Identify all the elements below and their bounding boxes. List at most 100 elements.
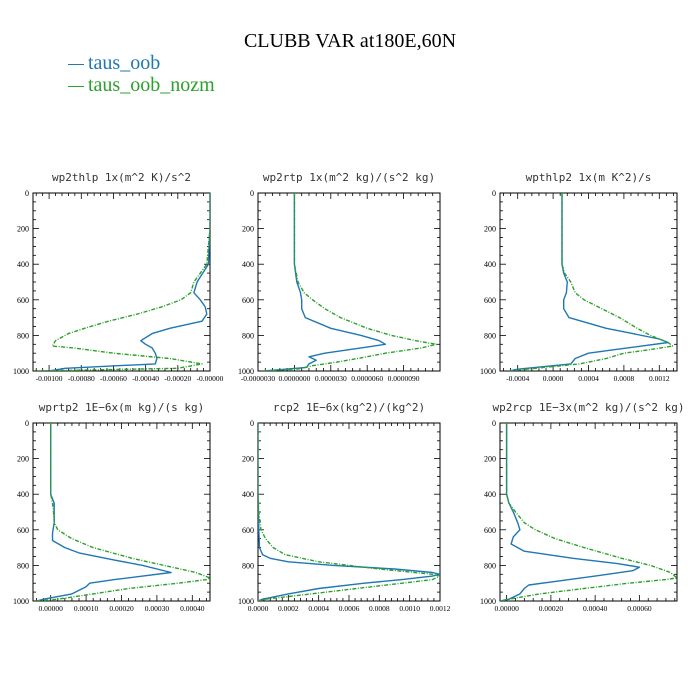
x-tick-label: 0.00060 [627,604,652,613]
y-tick-label: 200 [17,225,29,234]
x-tick-label: -0.00000 [197,374,224,383]
y-tick-label: 1000 [480,367,496,376]
chart-panel-2: wp2rtp 1x(m^2 kg)/(s^2 kg) 0 200 400 600 800 1… [238,171,441,383]
x-tick-label: 0.00040 [180,604,205,613]
y-tick-label: 0 [25,189,29,198]
y-tick-label: 1000 [13,597,29,606]
plot-frame [32,192,211,372]
series-line-taus-oob-nozm [258,423,440,601]
x-tick-label: -0.00020 [164,374,191,383]
x-tick-label: 0.0004 [578,374,599,383]
chart-panel-1: wp2thlp 1x(m^2 K)/s^2 0 200 400 600 800 1000 -0… [13,171,224,383]
x-tick-label: -0.00080 [68,374,95,383]
x-tick-label: -0.00040 [132,374,159,383]
y-tick-label: 0 [25,419,29,428]
chart-panel-5: rcp2 1E−6x(kg^2)/(kg^2) 0 200 400 600 800 1000… [238,401,451,613]
series-line-taus-oob [36,423,172,601]
x-tick-label: -0.0000030 [241,374,276,383]
series-line-taus-oob-nozm [500,423,677,601]
legend-swatch [68,85,84,87]
x-tick-label: 0.0000030 [315,374,347,383]
chart-panel-3: wpthlp2 1x(m K^2)/s 0 200 400 600 800 1000 -0.0… [480,171,678,383]
y-tick-label: 600 [242,526,254,535]
y-tick-label: 800 [484,561,496,570]
legend-label: taus_oob_nozm [88,74,215,96]
chart-panel-4: wprtp2 1E−6x(m kg)/(s kg) 0 200 400 600 800 10… [13,401,211,613]
legend-swatch [68,63,84,65]
x-tick-label: 0.00000 [494,604,519,613]
figure-title: CLUBB VAR at180E,60N [243,30,457,52]
y-tick-label: 800 [17,561,29,570]
x-tick-label: -0.00100 [36,374,63,383]
y-tick-label: 400 [484,490,496,499]
series-line-taus-oob [48,193,210,371]
y-tick-label: 600 [242,296,254,305]
y-tick-label: 400 [17,260,29,269]
y-tick-label: 200 [17,455,29,464]
plot-frame [32,422,211,602]
x-tick-label: -0.00060 [100,374,127,383]
y-tick-label: 600 [17,296,29,305]
chart-title: wp2rtp 1x(m^2 kg)/(s^2 kg) [263,171,435,184]
x-tick-label: 0.0002 [278,604,299,613]
legend-item-taus-oob-nozm: taus_oob_nozm [68,74,215,97]
x-tick-label: 0.0000090 [388,374,420,383]
x-tick-label: 0.0004 [308,604,329,613]
series-line-taus-oob [258,423,440,601]
series-line-taus-oob [264,193,387,371]
plot-frame [499,422,678,602]
x-tick-label: 0.00020 [109,604,134,613]
x-tick-label: 0.00020 [539,604,564,613]
y-tick-label: 0 [492,419,496,428]
y-tick-label: 200 [242,455,254,464]
x-tick-label: 0.0012 [649,374,670,383]
plot-frame [257,192,441,372]
chart-title: wprtp2 1E−6x(m kg)/(s kg) [39,401,205,414]
y-tick-label: 1000 [238,367,254,376]
x-tick-label: 0.0000000 [278,374,310,383]
x-tick-label: 0.00000 [39,604,64,613]
y-tick-label: 800 [242,561,254,570]
series-line-taus-oob-nozm [36,423,210,601]
x-tick-label: 0.0000060 [351,374,383,383]
x-tick-label: -0.0004 [506,374,529,383]
y-tick-label: 0 [492,189,496,198]
y-tick-label: 200 [484,455,496,464]
y-tick-label: 200 [484,225,496,234]
x-tick-label: 0.0012 [430,604,451,613]
y-tick-label: 600 [484,526,496,535]
chart-title: rcp2 1E−6x(kg^2)/(kg^2) [273,401,425,414]
x-tick-label: 0.00040 [583,604,608,613]
chart-title: wpthlp2 1x(m K^2)/s [526,171,652,184]
legend-item-taus-oob: taus_oob [68,52,160,75]
series-line-taus-oob [508,193,669,371]
x-tick-label: 0.00010 [74,604,99,613]
x-tick-label: 0.0000 [248,604,269,613]
x-tick-label: 0.00030 [145,604,170,613]
y-tick-label: 200 [242,225,254,234]
x-tick-label: 0.0010 [399,604,420,613]
x-tick-label: 0.0008 [614,374,635,383]
legend-label: taus_oob [88,52,161,74]
y-tick-label: 800 [484,331,496,340]
y-tick-label: 600 [484,296,496,305]
chart-title: wp2rcp 1E−3x(m^2 kg)/(s^2 kg) [492,401,684,414]
series-line-taus-oob-nozm [508,193,674,371]
chart-panel-6: wp2rcp 1E−3x(m^2 kg)/(s^2 kg) 0 200 400 600 8… [480,401,685,613]
y-tick-label: 800 [17,331,29,340]
y-tick-label: 0 [250,189,254,198]
y-tick-label: 1000 [238,597,254,606]
x-tick-label: 0.0008 [369,604,390,613]
x-tick-label: 0.0006 [339,604,360,613]
chart-title: wp2thlp 1x(m^2 K)/s^2 [52,171,191,184]
y-tick-label: 400 [17,490,29,499]
y-tick-label: 400 [484,260,496,269]
y-tick-label: 0 [250,419,254,428]
series-line-taus-oob [500,423,641,601]
y-tick-label: 400 [242,490,254,499]
series-line-taus-oob-nozm [260,193,438,371]
y-tick-label: 800 [242,331,254,340]
y-tick-label: 400 [242,260,254,269]
series-line-taus-oob-nozm [33,193,210,371]
